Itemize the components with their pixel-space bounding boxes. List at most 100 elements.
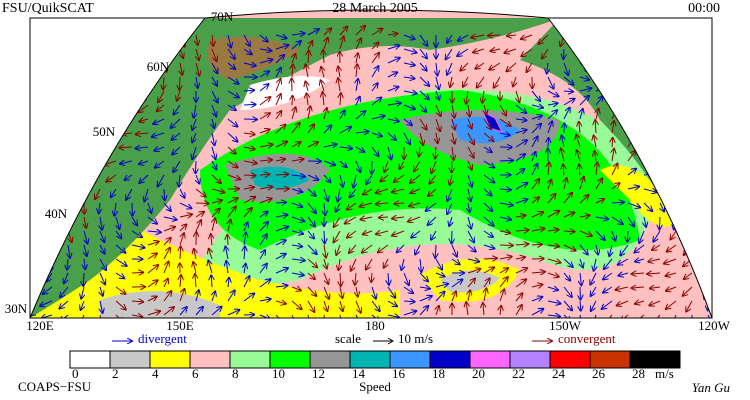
wind-vector: [563, 286, 572, 297]
wind-vector: [371, 146, 379, 156]
wind-vector: [227, 146, 236, 154]
wind-vector: [650, 287, 661, 288]
wind-vector: [435, 104, 441, 116]
wind-vector: [419, 306, 428, 316]
wind-vector: [594, 258, 596, 271]
wind-vector: [275, 45, 288, 50]
wind-vector: [339, 127, 351, 134]
wind-vector: [20, 26, 24, 36]
wind-vector: [158, 90, 165, 102]
wind-vector: [400, 160, 405, 169]
wind-vector: [387, 72, 397, 78]
wind-vector: [291, 33, 305, 35]
wind-vector: [259, 71, 269, 78]
wind-vector: [580, 300, 581, 311]
wind-vector: [499, 104, 506, 116]
wind-vector: [259, 60, 273, 64]
wind-vector: [627, 151, 636, 162]
wind-vector: [15, 273, 20, 285]
wind-vector: [275, 68, 281, 78]
wind-vector: [627, 230, 628, 242]
wind-vector: [548, 162, 549, 176]
wind-vector: [355, 314, 363, 318]
wind-vector: [515, 215, 526, 217]
wind-vector: [670, 314, 677, 318]
wind-vector: [531, 105, 543, 108]
wind-vector: [84, 244, 87, 256]
legend-divergent: divergent: [138, 331, 187, 346]
wind-vector: [323, 126, 331, 134]
wind-vector: [323, 174, 330, 182]
wind-vector: [148, 202, 151, 213]
wind-vector: [192, 118, 196, 130]
wind-vector: [595, 217, 608, 219]
wind-vector: [323, 28, 331, 36]
wind-vector: [515, 169, 524, 176]
wind-vector: [644, 216, 646, 227]
wind-vector: [275, 111, 281, 120]
latitude-label: 30N: [5, 301, 28, 316]
wind-vector: [340, 300, 343, 311]
wind-vector: [659, 216, 660, 230]
wind-vector: [717, 77, 724, 86]
wind-vector: [531, 90, 540, 101]
wind-vector: [275, 94, 281, 106]
wind-vector: [324, 108, 327, 120]
header-right: 00:00: [688, 1, 720, 16]
wind-vector: [579, 215, 590, 217]
wind-vector: [259, 145, 273, 148]
wind-vector: [291, 41, 301, 50]
wind-vector: [521, 48, 533, 56]
wind-vector: [419, 272, 428, 281]
wind-vector: [366, 174, 373, 184]
wind-vector: [84, 258, 85, 269]
wind-vector: [563, 91, 573, 92]
wind-vector: [259, 212, 268, 218]
wind-vector: [500, 306, 501, 316]
wind-vector: [131, 230, 142, 237]
wind-vector: [99, 314, 103, 318]
wind-vector: [483, 245, 494, 249]
wind-vector: [227, 174, 240, 179]
wind-vector: [152, 132, 165, 137]
wind-vector: [158, 174, 165, 186]
wind-vector: [475, 62, 485, 69]
wind-vector: [527, 62, 533, 72]
wind-vector: [291, 123, 300, 134]
wind-vector: [562, 135, 565, 148]
wind-vector: [415, 244, 421, 255]
wind-vector: [244, 222, 248, 232]
wind-vector: [513, 76, 516, 86]
wind-vector: [379, 217, 389, 218]
wind-vector: [580, 272, 581, 285]
wind-vector: [531, 116, 542, 120]
wind-vector: [292, 64, 293, 78]
wind-vector: [259, 34, 268, 42]
wind-vector: [458, 34, 469, 41]
wind-vector: [323, 286, 329, 299]
wind-vector: [147, 265, 158, 274]
wind-vector: [363, 188, 373, 194]
wind-vector: [116, 216, 120, 229]
wind-vector: [138, 104, 149, 112]
wind-vector: [579, 314, 583, 318]
wind-vector: [259, 160, 272, 161]
wind-vector: [612, 230, 615, 241]
colorbar-tick-label: 10: [272, 366, 285, 381]
wind-vector: [515, 268, 527, 274]
wind-vector: [136, 133, 149, 134]
colorbar-tick-label: 0: [72, 366, 79, 381]
wind-vector: [321, 67, 324, 78]
wind-vector: [620, 244, 629, 255]
wind-vector: [147, 231, 161, 232]
wind-vector: [20, 158, 30, 161]
wind-vector: [666, 287, 677, 291]
colorbar-tick-label: 22: [512, 366, 525, 381]
wind-vector: [499, 268, 508, 274]
wind-vector: [724, 175, 726, 188]
wind-vector: [491, 49, 501, 51]
wind-vector: [515, 183, 527, 190]
wind-vector: [371, 300, 380, 311]
wind-vector: [403, 311, 416, 316]
wind-vector: [547, 315, 560, 316]
